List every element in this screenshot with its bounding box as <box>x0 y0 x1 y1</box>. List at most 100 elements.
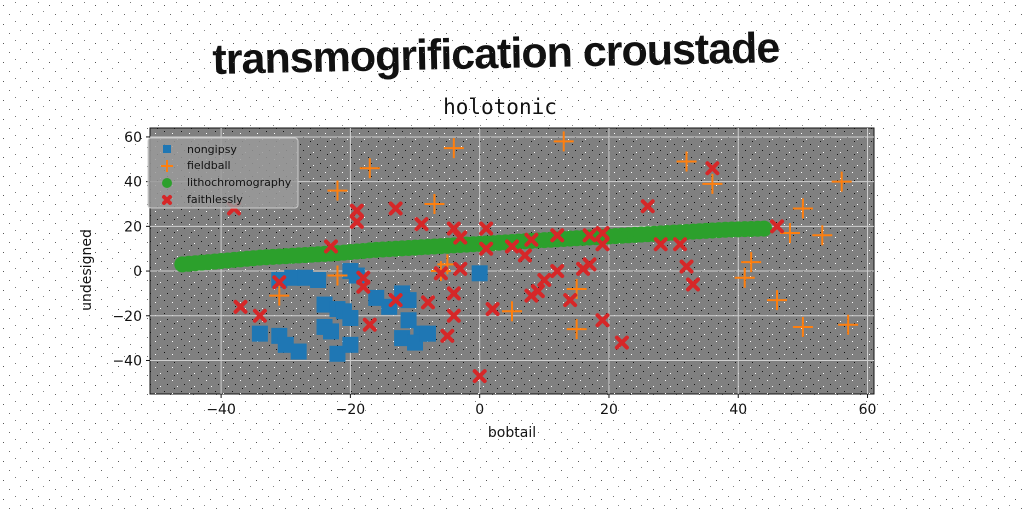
data-point-faithlessly <box>485 302 500 317</box>
data-point-fieldball <box>676 151 697 172</box>
data-point-faithlessly <box>530 284 545 299</box>
data-point-nongipsy <box>342 336 359 353</box>
data-point-faithlessly <box>582 257 597 272</box>
legend-marker-faithlessly <box>162 195 172 205</box>
series-fieldball <box>269 131 859 340</box>
data-point-fieldball <box>741 252 762 273</box>
data-point-fieldball <box>838 314 859 335</box>
y-tick-label: −20 <box>112 309 142 325</box>
data-point-nongipsy <box>329 345 346 362</box>
y-tick-label: −40 <box>112 353 142 369</box>
data-point-faithlessly <box>453 230 468 245</box>
series-nongipsy <box>251 263 488 362</box>
data-point-faithlessly <box>472 369 487 384</box>
data-point-fieldball <box>553 131 574 152</box>
data-point-fieldball <box>566 319 587 340</box>
data-point-faithlessly <box>505 239 519 254</box>
data-point-faithlessly <box>479 241 494 256</box>
y-tick-label: 40 <box>124 175 142 191</box>
data-point-nongipsy <box>251 325 268 342</box>
y-axis-ticks: −40 −20 0 20 40 60 <box>112 130 150 369</box>
data-point-nongipsy <box>400 292 417 309</box>
data-point-faithlessly <box>420 295 435 310</box>
data-point-fieldball <box>792 198 813 219</box>
legend-label-faithlessly: faithlessly <box>187 193 243 206</box>
data-point-fieldball <box>831 171 852 192</box>
data-point-faithlessly <box>362 317 377 332</box>
x-tick-label: 20 <box>600 402 618 418</box>
data-point-nongipsy <box>323 323 339 340</box>
data-point-nongipsy <box>290 343 307 360</box>
data-point-faithlessly <box>595 226 610 241</box>
data-point-nongipsy <box>297 269 314 286</box>
data-point-nongipsy <box>368 289 385 306</box>
data-point-faithlessly <box>252 308 267 323</box>
data-point-fieldball <box>767 290 788 311</box>
x-tick-label: −40 <box>206 402 236 418</box>
data-point-fieldball <box>424 194 445 214</box>
data-point-faithlessly <box>324 239 338 254</box>
data-point-fieldball <box>792 316 813 337</box>
legend-label-lithochromography: lithochromography <box>187 176 292 189</box>
data-point-faithlessly <box>233 299 248 314</box>
data-point-faithlessly <box>563 293 578 308</box>
data-point-faithlessly <box>440 328 455 343</box>
data-point-faithlessly <box>679 259 694 274</box>
legend-marker-nongipsy <box>163 145 171 153</box>
data-point-faithlessly <box>673 237 688 252</box>
data-point-faithlessly <box>433 266 448 281</box>
data-point-nongipsy <box>407 334 424 351</box>
data-point-nongipsy <box>310 272 327 288</box>
data-point-faithlessly <box>550 228 565 243</box>
legend: nongipsy fieldball lithochromography fai… <box>147 137 299 209</box>
data-point-nongipsy <box>394 330 411 347</box>
data-point-faithlessly <box>446 286 461 301</box>
data-point-faithlessly <box>517 248 532 263</box>
data-point-faithlessly <box>595 313 610 328</box>
data-point-lithochromography <box>756 220 773 237</box>
x-axis-ticks: −40 −20 0 20 40 60 <box>206 394 876 418</box>
data-point-faithlessly <box>349 203 364 218</box>
data-point-faithlessly <box>614 335 629 350</box>
data-point-faithlessly <box>686 277 700 292</box>
data-point-faithlessly <box>349 214 364 229</box>
data-point-faithlessly <box>414 217 429 232</box>
data-point-fieldball <box>779 223 800 244</box>
data-point-nongipsy <box>316 296 333 313</box>
data-point-fieldball <box>734 267 755 288</box>
data-point-faithlessly <box>595 237 610 252</box>
data-point-faithlessly <box>537 273 552 287</box>
data-point-nongipsy <box>419 325 436 342</box>
x-tick-label: 0 <box>475 402 484 418</box>
data-point-faithlessly <box>446 308 461 323</box>
data-point-faithlessly <box>705 161 720 176</box>
data-point-faithlessly <box>524 232 539 247</box>
data-point-faithlessly <box>453 261 468 276</box>
plot-area <box>149 127 875 395</box>
legend-label-fieldball: fieldball <box>187 159 231 172</box>
data-point-fieldball <box>702 173 723 194</box>
data-point-nongipsy <box>342 310 359 326</box>
data-point-fieldball <box>443 138 464 159</box>
x-axis-label: bobtail <box>488 425 536 441</box>
data-point-nongipsy <box>400 312 417 329</box>
data-point-faithlessly <box>388 293 403 308</box>
data-point-faithlessly <box>582 228 597 243</box>
data-point-fieldball <box>812 225 833 246</box>
data-point-faithlessly <box>388 201 403 216</box>
data-point-faithlessly <box>479 221 494 236</box>
data-point-nongipsy <box>471 265 488 282</box>
data-marks <box>174 131 859 384</box>
data-point-fieldball <box>327 180 348 201</box>
data-point-fieldball <box>502 301 522 322</box>
x-tick-label: 40 <box>729 402 747 418</box>
data-point-faithlessly <box>550 264 565 279</box>
data-point-faithlessly <box>356 279 371 294</box>
y-axis-label: undesigned <box>79 229 95 311</box>
y-tick-label: 60 <box>124 130 142 146</box>
data-point-faithlessly <box>770 219 785 234</box>
data-point-faithlessly <box>640 199 655 214</box>
data-point-faithlessly <box>272 275 287 290</box>
data-point-nongipsy <box>284 269 301 286</box>
chart-title: holotonic <box>443 95 557 119</box>
